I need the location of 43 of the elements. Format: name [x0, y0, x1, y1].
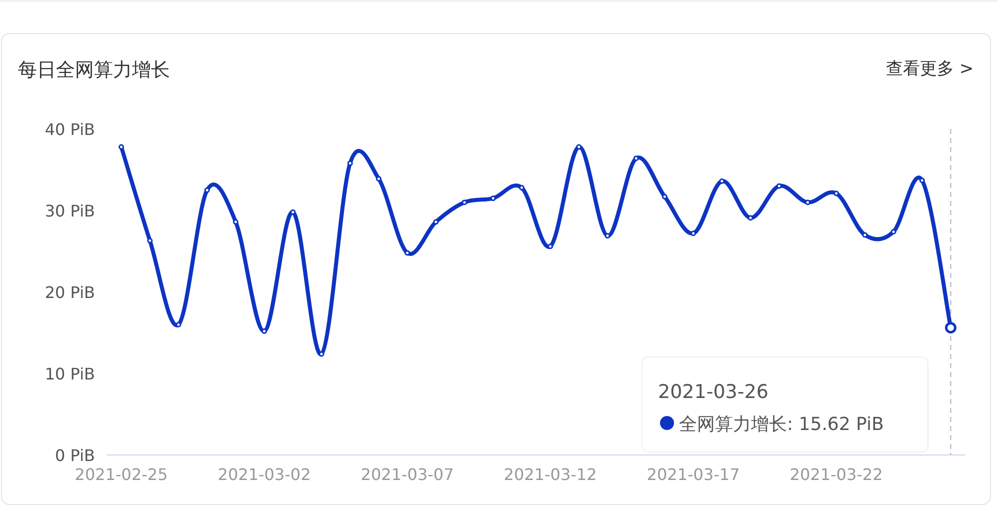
point: [662, 194, 668, 200]
x-tick-label: 2021-03-07: [360, 465, 454, 484]
point: [347, 160, 353, 166]
annotation: 全网算力增长: 15.62 PiB: [679, 414, 884, 435]
x-tick-label: 2021-03-17: [646, 465, 740, 484]
point: [176, 322, 182, 328]
x-tick-label: 2021-03-12: [504, 465, 597, 484]
annotation: 2021-03-26: [658, 381, 768, 403]
point: [433, 219, 439, 225]
y-tick-label: 0 PiB: [55, 446, 95, 465]
text: 查看更多 >: [886, 59, 974, 79]
point: [376, 176, 382, 182]
point: [862, 232, 868, 238]
y-tick-label: 40 PiB: [44, 120, 95, 139]
point: [690, 230, 696, 236]
point: [890, 228, 896, 234]
y-tick-label: 10 PiB: [44, 364, 95, 384]
point: [232, 219, 238, 225]
point: [404, 250, 410, 256]
point: [834, 190, 840, 196]
point: [290, 209, 296, 215]
y-tick-label: 20 PiB: [44, 283, 95, 302]
point: [518, 184, 524, 190]
x-tick-label: 2021-03-02: [218, 465, 311, 484]
point: [318, 351, 324, 357]
point: [147, 238, 153, 244]
point: [576, 144, 582, 150]
point: [776, 183, 782, 189]
point: [490, 196, 496, 202]
y-tick-label: 30 PiB: [44, 202, 95, 220]
point: [748, 215, 754, 221]
point: [462, 200, 468, 206]
point: [118, 144, 124, 150]
point: [204, 187, 210, 193]
point: [262, 328, 268, 334]
chart-title: 每日全网算力增长: [18, 59, 170, 81]
point: [633, 156, 639, 162]
point: [804, 200, 810, 206]
point: [919, 178, 925, 184]
x-tick-label: 2021-02-25: [74, 465, 168, 484]
x-tick-label: 2021-03-22: [790, 465, 883, 484]
point: [604, 233, 610, 239]
point: [548, 244, 554, 250]
